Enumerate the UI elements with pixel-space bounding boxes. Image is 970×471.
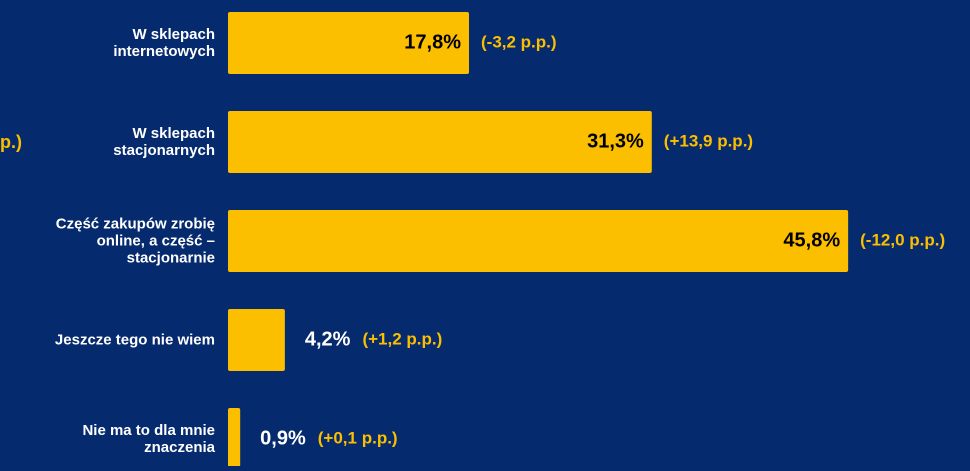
change-label: (+0,1 p.p.) xyxy=(318,428,398,447)
value-label: 31,3% xyxy=(587,130,644,152)
change-label: (-3,2 p.p.) xyxy=(481,32,557,51)
category-label: Jeszcze tego nie wiem xyxy=(54,331,215,349)
value-label: 45,8% xyxy=(783,229,840,251)
annotation: p.) xyxy=(0,132,22,152)
category-label: W sklepach stacjonarnych xyxy=(113,125,215,159)
category-label: Część zakupów zrobię online, a część – s… xyxy=(55,215,215,267)
bar xyxy=(228,210,849,272)
category-label: W sklepach internetowych xyxy=(113,26,215,60)
bar xyxy=(228,111,652,173)
bar xyxy=(228,309,285,371)
value-label: 17,8% xyxy=(404,31,461,53)
change-label: (+13,9 p.p.) xyxy=(664,131,753,150)
bar xyxy=(228,408,241,470)
value-label: 4,2% xyxy=(305,328,351,350)
change-label: (+1,2 p.p.) xyxy=(362,329,442,348)
change-label: (-12,0 p.p.) xyxy=(860,230,945,249)
value-label: 0,9% xyxy=(260,427,306,449)
category-label: Nie ma to dla mnie znaczenia xyxy=(82,422,215,456)
bar xyxy=(228,12,470,74)
